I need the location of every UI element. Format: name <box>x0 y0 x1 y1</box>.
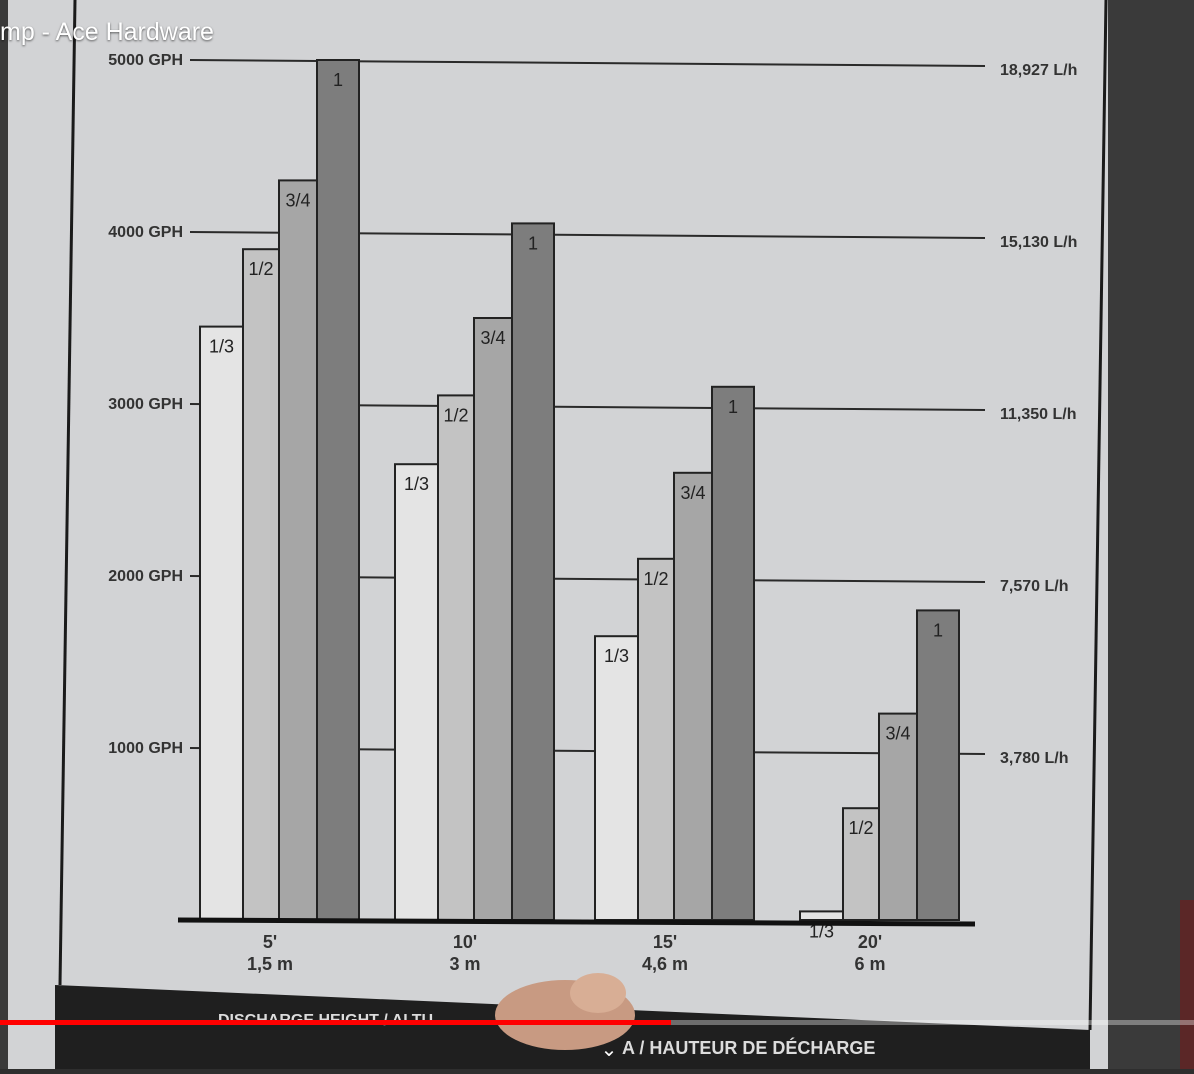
x-tick-label-ft: 20' <box>858 932 882 952</box>
y-left-tick-label: 5000 GPH <box>108 52 183 69</box>
bar <box>842 807 880 922</box>
bar <box>878 712 918 921</box>
card-border-right <box>1088 0 1108 1031</box>
xlabel-fragment-right: A / HAUTEUR DE DÉCHARGE <box>622 1037 875 1058</box>
video-title[interactable]: mp - Ace Hardware <box>0 18 214 46</box>
axes <box>177 917 976 927</box>
progress-bar[interactable] <box>0 1020 1194 1025</box>
bar-label: 1/3 <box>809 921 834 941</box>
bar-label: 1 <box>528 233 538 253</box>
x-tick-label-m: 6 m <box>854 954 885 974</box>
bar <box>473 317 513 921</box>
y-left-tick-label: 1000 GPH <box>108 740 183 757</box>
bar-label: 3/4 <box>680 483 705 503</box>
y-left-tick-label: 4000 GPH <box>108 224 183 241</box>
bar-label: 1/3 <box>209 337 234 357</box>
y-right-tick-label: 11,350 L/h <box>1000 406 1077 423</box>
y-left-tick-label: 2000 GPH <box>108 568 183 585</box>
bar-label: 1/2 <box>848 818 873 838</box>
bar <box>242 248 280 921</box>
bar <box>394 463 439 921</box>
bar-label: 3/4 <box>885 724 910 744</box>
edge-object <box>1180 900 1194 1069</box>
bar <box>711 385 755 921</box>
bar-label: 1/2 <box>443 405 468 425</box>
x-tick-label-m: 1,5 m <box>247 954 293 974</box>
bar-label: 1/3 <box>604 646 629 666</box>
bar-label: 3/4 <box>480 328 505 348</box>
bar <box>278 179 318 921</box>
progress-bar-played <box>0 1020 672 1025</box>
x-tick-label-ft: 5' <box>263 932 277 952</box>
bar <box>511 222 555 921</box>
bar-label: 1/3 <box>404 474 429 494</box>
x-tick-label-m: 3 m <box>449 954 480 974</box>
fingertip-overlay <box>570 973 626 1013</box>
bar <box>316 59 360 921</box>
bar <box>437 394 475 921</box>
bar <box>799 910 844 922</box>
x-tick-label-m: 4,6 m <box>642 954 688 974</box>
y-right-tick-label: 18,927 L/h <box>1000 62 1077 79</box>
y-right-tick-label: 7,570 L/h <box>1000 578 1068 595</box>
bar-label: 1 <box>333 70 343 90</box>
bars: 1/3 1/3 1/3 1/3 1/2 1/2 1/2 1/2 3/4 3/4 3/4 3/4 1 1 1 1 <box>199 59 960 941</box>
y-left-tick-label: 3000 GPH <box>108 396 183 413</box>
x-axis-baseline <box>177 917 976 927</box>
x-tick-label-ft: 10' <box>453 932 477 952</box>
y-right-tick-label: 15,130 L/h <box>1000 234 1077 251</box>
bar-label: 1 <box>728 397 738 417</box>
bar-label: 1/2 <box>643 569 668 589</box>
bar <box>673 471 713 921</box>
bar-label: 1 <box>933 620 943 640</box>
bar-label: 1/2 <box>248 259 273 279</box>
bar <box>916 609 960 922</box>
y-right-tick-label: 3,780 L/h <box>1000 750 1068 767</box>
x-tick-label-ft: 15' <box>653 932 677 952</box>
bar-label: 3/4 <box>285 190 310 210</box>
bar <box>594 635 639 921</box>
axis-labels: 1000 GPH 3,780 L/h 2000 GPH 7,570 L/h 3000 G… <box>108 52 1077 974</box>
chevron-down-icon[interactable]: ⌄ <box>600 1037 618 1061</box>
bar <box>199 325 244 922</box>
card-border-left <box>58 0 77 986</box>
bar <box>637 557 675 921</box>
